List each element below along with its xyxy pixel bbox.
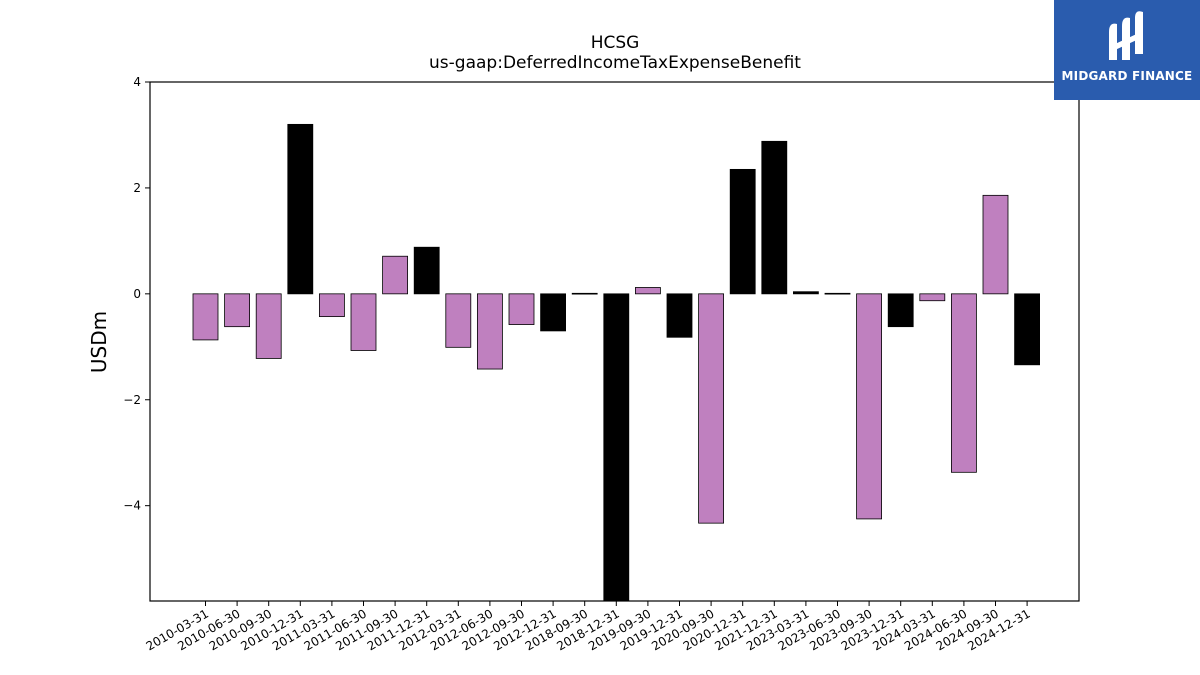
bar-2012-06-30 (476, 293, 503, 370)
x-axis-ticks: 2010-03-312010-06-302010-09-302010-12-31… (144, 601, 1033, 653)
bar-2011-09-30 (382, 255, 409, 295)
bar-2021-12-31 (761, 140, 788, 295)
bars-group (192, 123, 1040, 602)
bar-2024-09-30 (982, 194, 1009, 295)
bar-2010-09-30 (255, 293, 282, 359)
bar-2023-09-30 (856, 293, 882, 520)
plot-frame (149, 81, 1080, 602)
y-tick-label: −4 (123, 499, 141, 513)
bar-2023-12-31 (887, 293, 914, 328)
bar-2020-12-31 (729, 168, 756, 295)
y-tick-label: 2 (133, 181, 141, 195)
bar-2020-09-30 (698, 293, 724, 524)
y-axis-label: USDm (87, 311, 111, 373)
bar-2018-09-30 (571, 292, 598, 295)
bar-2023-06-30 (824, 292, 851, 295)
bar-2019-12-31 (666, 293, 693, 338)
bar-2024-12-31 (1014, 293, 1040, 366)
chart-subtitle: us-gaap:DeferredIncomeTaxExpenseBenefit (429, 53, 801, 73)
bar-2019-09-30 (635, 287, 661, 295)
bar-2012-03-31 (445, 293, 472, 348)
midgard-logo-mark-icon (1109, 11, 1143, 60)
bar-2010-06-30 (224, 293, 251, 328)
bar-2024-03-31 (919, 293, 946, 302)
logo-text: MIDGARD FINANCE (1061, 69, 1193, 83)
bar-2011-03-31 (318, 293, 345, 318)
bar-2011-12-31 (413, 246, 440, 295)
y-tick-label: −2 (123, 393, 141, 407)
bar-2011-06-30 (350, 293, 377, 351)
bar-2010-03-31 (192, 293, 219, 341)
y-tick-label: 0 (133, 287, 141, 301)
bar-2023-03-31 (793, 291, 819, 295)
y-axis-ticks: 4 2 0 −2 −4 (123, 75, 150, 513)
y-tick-label: 4 (133, 75, 141, 89)
bar-2012-12-31 (540, 293, 566, 332)
bar-2012-09-30 (508, 293, 535, 325)
bar-2010-12-31 (287, 123, 314, 295)
bar-2018-12-31 (603, 293, 630, 602)
chart-title: HCSG (591, 33, 640, 53)
bar-2024-06-30 (951, 293, 977, 473)
midgard-finance-logo: MIDGARD FINANCE (1054, 0, 1200, 100)
